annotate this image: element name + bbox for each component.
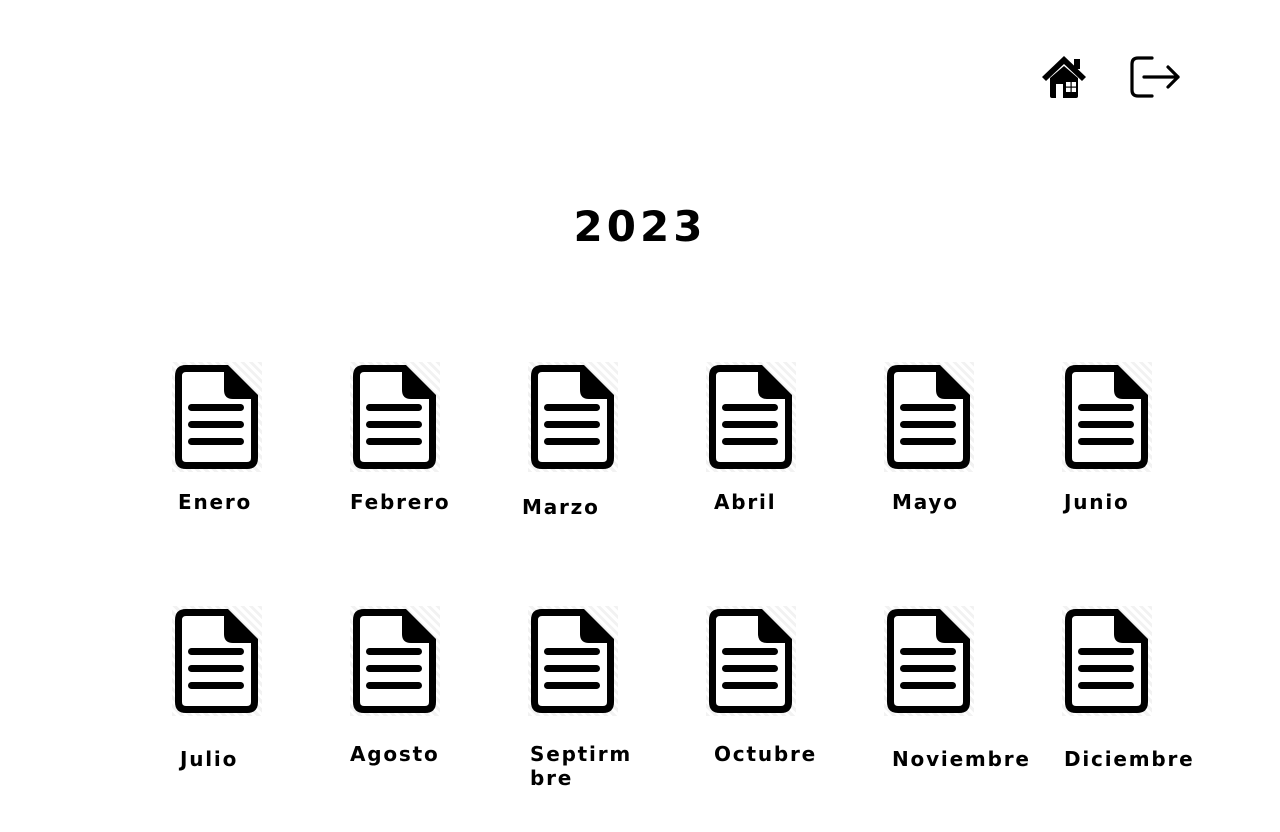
logout-icon: [1130, 56, 1180, 98]
month-item-enero[interactable]: Enero: [172, 362, 332, 514]
month-item-septiembre[interactable]: Septirm bre: [528, 606, 658, 790]
document-icon: [528, 606, 618, 716]
month-item-mayo[interactable]: Mayo: [884, 362, 1044, 514]
month-label: Septirm bre: [530, 742, 633, 790]
month-item-noviembre[interactable]: Noviembre: [884, 606, 1044, 771]
month-label: Agosto: [350, 742, 440, 766]
month-item-abril[interactable]: Abril: [706, 362, 866, 514]
month-label: Noviembre: [892, 747, 1031, 771]
month-label: Abril: [714, 490, 777, 514]
document-icon: [350, 362, 440, 472]
month-label: Enero: [178, 490, 253, 514]
document-icon: [884, 606, 974, 716]
document-icon: [172, 606, 262, 716]
month-label: Octubre: [714, 742, 818, 766]
logout-button[interactable]: [1126, 50, 1182, 104]
document-icon: [1062, 362, 1152, 472]
month-label: Mayo: [892, 490, 959, 514]
document-icon: [706, 362, 796, 472]
home-button[interactable]: [1036, 50, 1092, 104]
document-icon: [706, 606, 796, 716]
month-item-junio[interactable]: Junio: [1062, 362, 1222, 514]
month-item-diciembre[interactable]: Diciembre: [1062, 606, 1222, 771]
document-icon: [528, 362, 618, 472]
document-icon: [1062, 606, 1152, 716]
document-icon: [172, 362, 262, 472]
month-label: Diciembre: [1064, 747, 1195, 771]
month-label: Junio: [1064, 490, 1130, 514]
month-item-marzo[interactable]: Marzo: [522, 362, 688, 519]
month-item-agosto[interactable]: Agosto: [350, 606, 510, 766]
month-item-julio[interactable]: Julio: [172, 606, 332, 771]
document-icon: [884, 362, 974, 472]
month-label: Febrero: [350, 490, 451, 514]
month-label: Julio: [180, 747, 239, 771]
page-title-year: 2023: [573, 202, 707, 251]
document-icon: [350, 606, 440, 716]
home-icon: [1042, 56, 1086, 98]
month-label: Marzo: [522, 495, 600, 519]
month-item-octubre[interactable]: Octubre: [706, 606, 866, 766]
month-item-febrero[interactable]: Febrero: [350, 362, 510, 514]
